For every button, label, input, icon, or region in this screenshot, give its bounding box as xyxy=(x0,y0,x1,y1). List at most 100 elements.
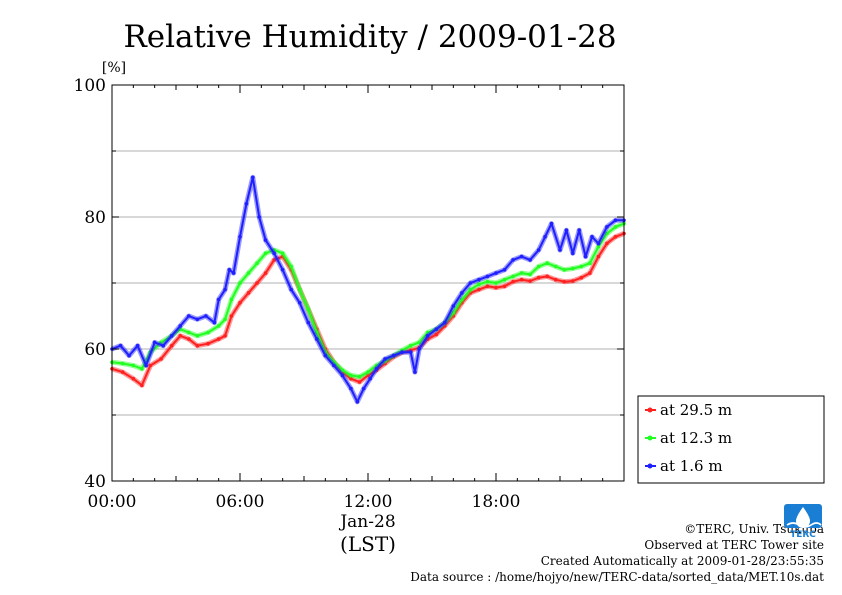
x-tick-label: 06:00 xyxy=(216,492,265,512)
data-point xyxy=(545,261,549,266)
data-point xyxy=(349,386,353,391)
data-point xyxy=(536,264,541,269)
data-point xyxy=(169,343,174,348)
data-point xyxy=(571,251,575,256)
data-point xyxy=(140,383,144,388)
data-point xyxy=(583,254,588,259)
data-point xyxy=(558,248,562,252)
data-point xyxy=(255,261,259,266)
data-point xyxy=(349,373,353,378)
data-point xyxy=(605,241,609,246)
data-point xyxy=(216,324,221,328)
data-point xyxy=(206,341,210,346)
data-point xyxy=(332,363,336,368)
data-point xyxy=(178,324,183,328)
data-point xyxy=(564,228,569,232)
data-point xyxy=(216,337,221,341)
series-glow-1 xyxy=(111,221,625,380)
data-point xyxy=(477,287,481,292)
x-axis-label: (LST) xyxy=(340,532,396,556)
data-point xyxy=(417,340,422,345)
data-point xyxy=(425,334,430,338)
data-point xyxy=(536,275,541,280)
y-tick-label: 60 xyxy=(84,340,106,360)
data-point xyxy=(596,241,601,246)
data-point xyxy=(596,254,601,259)
data-point xyxy=(588,261,592,266)
data-point xyxy=(528,279,532,283)
series-line-0 xyxy=(111,232,625,387)
data-point xyxy=(306,307,311,312)
data-point xyxy=(519,271,524,275)
data-point xyxy=(368,376,372,381)
observation-site-text: Observed at TERC Tower site xyxy=(644,538,824,552)
data-source-text: Data source : /home/hojyo/new/TERC-data/… xyxy=(410,570,824,584)
data-point xyxy=(229,314,234,318)
data-point xyxy=(127,353,131,358)
data-point xyxy=(120,361,125,366)
data-point xyxy=(223,334,227,338)
data-point xyxy=(562,279,567,284)
data-point xyxy=(494,271,498,275)
data-point xyxy=(246,271,251,275)
data-point xyxy=(289,264,294,269)
data-point xyxy=(460,291,464,295)
data-point xyxy=(408,350,413,355)
data-point xyxy=(306,320,311,325)
series-line-2 xyxy=(111,176,624,403)
data-point xyxy=(485,284,490,289)
data-point xyxy=(613,218,618,223)
legend-label: at 1.6 m xyxy=(660,457,723,475)
data-point xyxy=(187,337,191,341)
data-point xyxy=(178,334,183,338)
data-point xyxy=(131,376,136,381)
data-point xyxy=(417,347,422,351)
data-point xyxy=(519,277,524,282)
x-axis-date-label: Jan-28 xyxy=(338,512,395,532)
data-point xyxy=(502,268,507,272)
data-point xyxy=(357,380,362,384)
data-point xyxy=(289,287,294,292)
data-point xyxy=(528,258,532,262)
legend-marker xyxy=(647,435,653,441)
data-point xyxy=(238,281,242,285)
data-point xyxy=(494,281,498,285)
data-point xyxy=(408,343,413,348)
data-point xyxy=(468,281,473,285)
data-point xyxy=(212,320,217,325)
data-point xyxy=(187,330,191,335)
data-point xyxy=(140,367,144,371)
data-point xyxy=(255,281,259,285)
data-point xyxy=(355,400,360,404)
chart-title: Relative Humidity / 2009-01-28 xyxy=(123,19,616,55)
data-point xyxy=(477,277,481,282)
data-point xyxy=(263,251,268,256)
data-point xyxy=(451,304,456,308)
data-point xyxy=(161,343,165,348)
data-point xyxy=(206,330,210,335)
data-point xyxy=(118,343,123,348)
data-point xyxy=(571,279,575,283)
series-layer xyxy=(110,174,626,405)
data-point xyxy=(494,285,498,290)
data-point xyxy=(425,330,430,335)
data-point xyxy=(553,277,558,282)
data-point xyxy=(383,357,387,361)
terc-logo: TERC xyxy=(784,504,822,539)
data-point xyxy=(549,221,554,226)
created-timestamp-text: Created Automatically at 2009-01-28/23:5… xyxy=(540,554,824,568)
x-tick-label: 18:00 xyxy=(472,492,521,512)
data-point xyxy=(195,317,200,322)
y-tick-labels: 40 60 80 100 xyxy=(74,76,106,492)
data-point xyxy=(545,274,549,279)
data-point xyxy=(231,271,236,275)
data-point xyxy=(374,367,379,371)
data-point xyxy=(605,225,609,229)
x-tick-label: 12:00 xyxy=(344,492,393,512)
data-point xyxy=(543,235,547,239)
data-point xyxy=(251,175,255,180)
data-point xyxy=(361,386,366,391)
legend-marker xyxy=(647,407,653,413)
data-point xyxy=(485,274,490,279)
